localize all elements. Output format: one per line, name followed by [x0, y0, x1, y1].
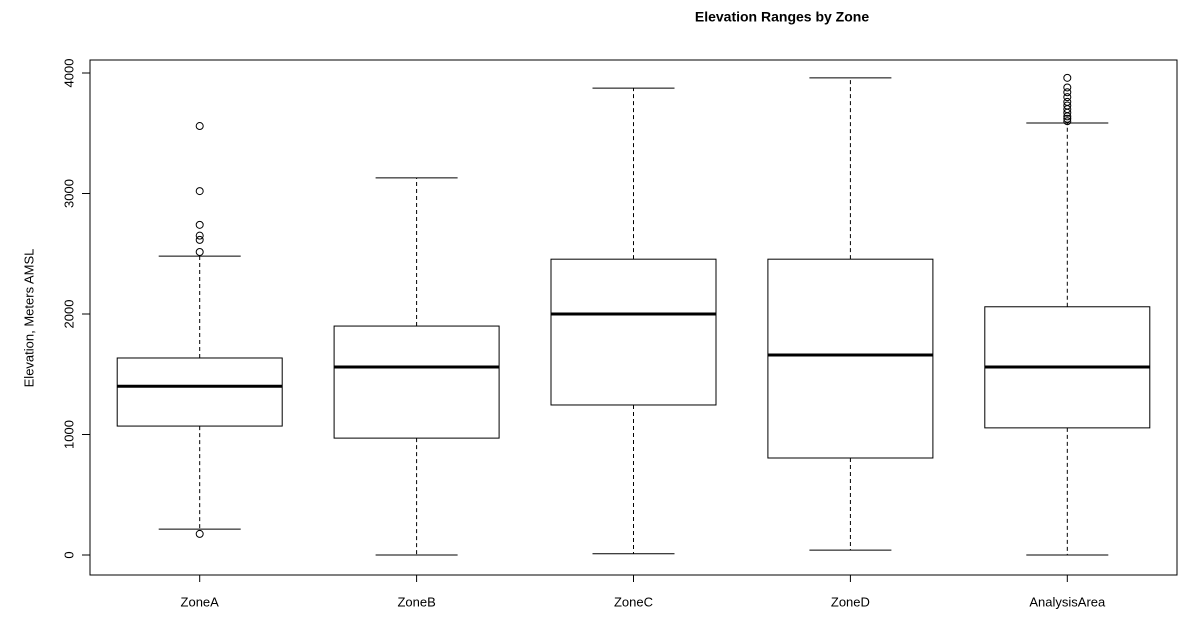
box: [333, 325, 500, 439]
outlier: [195, 235, 204, 244]
y-tick-label: 3000: [61, 179, 76, 208]
outlier: [1063, 73, 1072, 82]
chart-title: Elevation Ranges by Zone: [695, 9, 869, 25]
box: [116, 357, 283, 427]
box: [767, 258, 934, 459]
outlier: [1063, 108, 1072, 117]
y-tick-label: 2000: [61, 300, 76, 329]
outlier: [195, 122, 204, 131]
y-tick-label: 0: [61, 551, 76, 558]
outlier: [1063, 114, 1072, 123]
outlier: [1063, 83, 1072, 92]
y-tick-label: 4000: [61, 59, 76, 88]
x-tick-label: ZoneC: [614, 594, 653, 609]
outlier: [1063, 93, 1072, 102]
outlier: [195, 220, 204, 229]
outlier: [1063, 88, 1072, 97]
outlier: [195, 231, 204, 240]
y-axis-label: Elevation, Meters AMSL: [21, 249, 36, 388]
x-tick-label: ZoneA: [181, 594, 220, 609]
outlier: [195, 247, 204, 256]
y-tick-label: 1000: [61, 420, 76, 449]
x-tick-label: AnalysisArea: [1029, 594, 1106, 609]
x-tick-label: ZoneB: [397, 594, 435, 609]
x-tick-label: ZoneD: [831, 594, 870, 609]
outlier: [195, 529, 204, 538]
outlier: [195, 187, 204, 196]
outlier: [1063, 117, 1072, 126]
box: [550, 258, 717, 406]
outlier: [1063, 112, 1072, 121]
